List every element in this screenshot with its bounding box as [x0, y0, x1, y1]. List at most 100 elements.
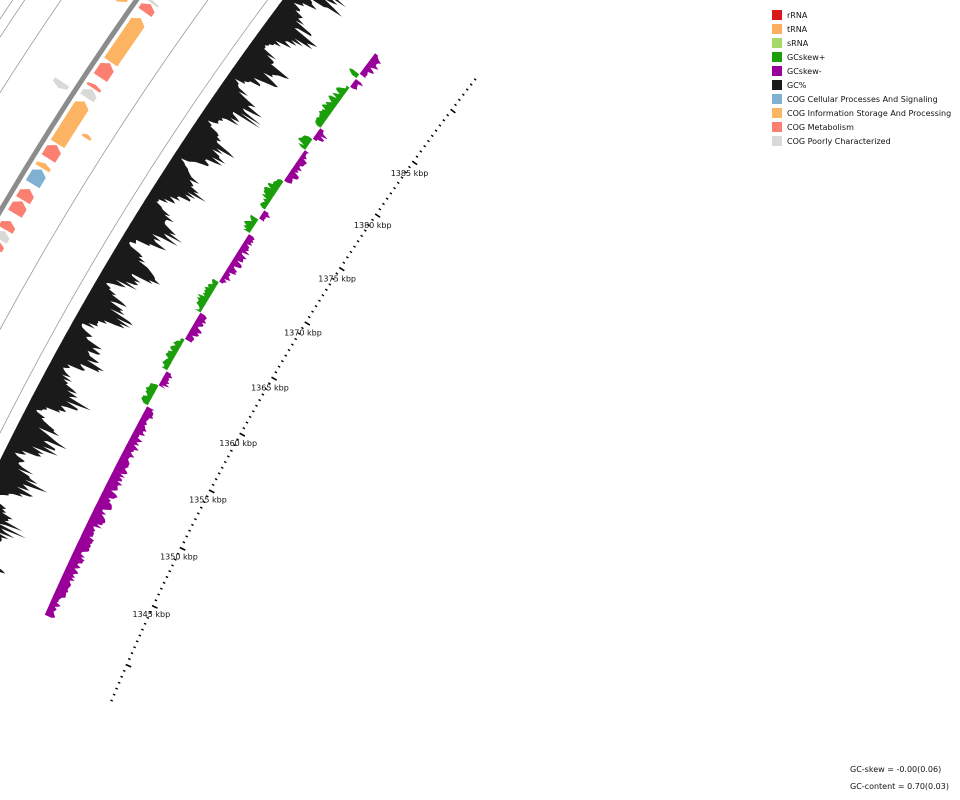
minor-tick — [242, 426, 246, 430]
minor-tick — [188, 529, 192, 532]
legend-swatch — [772, 66, 782, 76]
minor-tick — [442, 119, 446, 122]
forward-gene-arrow — [35, 161, 51, 173]
minor-tick — [396, 181, 400, 185]
forward-gene-arrow — [0, 221, 16, 234]
legend-swatch — [772, 38, 782, 48]
legend-swatch — [772, 80, 782, 90]
minor-tick — [314, 304, 318, 308]
forward-gene-arrow — [104, 17, 145, 67]
minor-tick — [382, 202, 385, 206]
scale-label: 1385 kbp — [391, 169, 429, 178]
forward-gene-arrow — [0, 230, 10, 244]
legend-label: COG Information Storage And Processing — [787, 108, 952, 118]
forward-gene-arrow — [25, 169, 46, 189]
legend-label: GCskew- — [787, 66, 822, 76]
minor-tick — [162, 581, 166, 585]
minor-tick — [226, 455, 230, 458]
gc-skew-positive-segment — [194, 278, 219, 313]
minor-tick — [141, 628, 144, 631]
minor-tick — [284, 354, 288, 357]
major-tick — [239, 432, 246, 437]
scale-labels: 1345 kbp 1350 kbp 1355 kbp 1360 kbp 1365 kbp… — [132, 169, 428, 619]
scale-label: 1380 kbp — [354, 221, 392, 230]
legend-label: COG Metabolism — [787, 122, 854, 132]
minor-tick — [345, 256, 349, 259]
minor-tick — [255, 404, 258, 407]
scale-label: 1345 kbp — [132, 610, 170, 619]
minor-tick — [321, 293, 325, 297]
minor-tick — [324, 288, 328, 292]
minor-tick — [427, 139, 430, 143]
track-guide-circle — [0, 0, 269, 435]
minor-tick — [165, 575, 169, 579]
minor-tick — [408, 165, 411, 169]
minor-tick — [438, 124, 442, 127]
minor-tick — [280, 359, 284, 363]
gene-tracks — [0, 0, 159, 253]
minor-tick — [473, 78, 477, 81]
gc-skew-positive-segment — [243, 214, 259, 233]
minor-tick — [193, 518, 197, 521]
gc-skew-positive-segment — [161, 338, 185, 371]
major-tick — [338, 266, 345, 272]
forward-gene-arrow — [80, 88, 97, 103]
legend-item-gc-percent: GC% — [772, 78, 951, 92]
minor-tick — [185, 535, 189, 538]
minor-tick — [461, 93, 465, 97]
legend-label: COG Cellular Processes And Signaling — [787, 94, 938, 104]
major-tick — [271, 376, 278, 381]
minor-tick — [328, 283, 332, 286]
minor-tick — [146, 616, 150, 620]
forward-gene-arrow — [147, 0, 159, 8]
major-tick — [208, 489, 215, 494]
minor-tick — [404, 171, 408, 174]
scale-label: 1370 kbp — [284, 328, 322, 337]
minor-tick — [120, 675, 124, 678]
minor-tick — [267, 382, 271, 385]
legend-swatch — [772, 122, 782, 132]
minor-tick — [220, 466, 224, 469]
minor-tick — [173, 558, 177, 561]
minor-tick — [202, 500, 206, 504]
forward-gene-arrow — [0, 242, 5, 253]
minor-tick — [363, 229, 367, 232]
gc-skew-negative-segment — [359, 53, 381, 79]
minor-tick — [112, 693, 116, 696]
legend-label: COG Poorly Characterized — [787, 136, 891, 146]
legend-item-cog-information: COG Information Storage And Processing — [772, 106, 951, 120]
legend-label: GC% — [787, 80, 807, 90]
gc-skew-track — [44, 53, 381, 618]
gc-skew-stat: GC-skew = -0.00(0.06) — [850, 765, 942, 774]
minor-tick — [135, 640, 139, 643]
minor-tick — [434, 129, 438, 132]
scale-label: 1355 kbp — [189, 495, 227, 504]
legend-item-cog-cellular: COG Cellular Processes And Signaling — [772, 92, 951, 106]
forward-gene-arrow — [50, 101, 89, 149]
minor-tick — [423, 144, 427, 148]
minor-tick — [251, 410, 255, 413]
track-guide-lines — [0, 0, 269, 435]
minor-tick — [248, 415, 252, 419]
forward-gene-arrow — [16, 189, 34, 205]
minor-tick — [356, 239, 360, 243]
minor-tick — [258, 398, 262, 402]
minor-tick — [430, 134, 434, 138]
minor-tick — [360, 234, 364, 238]
legend: rRNA tRNA sRNA GCskew+ GCskew- GC% COG C… — [772, 8, 951, 148]
legend-item-gcskew-minus: GCskew- — [772, 64, 951, 78]
gc-skew-negative-segment — [219, 234, 255, 284]
minor-tick — [211, 483, 215, 487]
minor-tick — [233, 443, 236, 447]
gc-skew-positive-segment — [349, 68, 360, 79]
gc-skew-negative-segment — [158, 371, 173, 389]
minor-tick — [415, 155, 419, 158]
minor-tick — [307, 315, 311, 319]
genome-stats: GC-skew = -0.00(0.06) GC-content = 0.70(… — [850, 765, 949, 799]
minor-tick — [446, 113, 450, 117]
legend-swatch — [772, 108, 782, 118]
minor-tick — [127, 657, 131, 661]
minor-tick — [469, 83, 473, 86]
minor-tick — [393, 186, 396, 190]
